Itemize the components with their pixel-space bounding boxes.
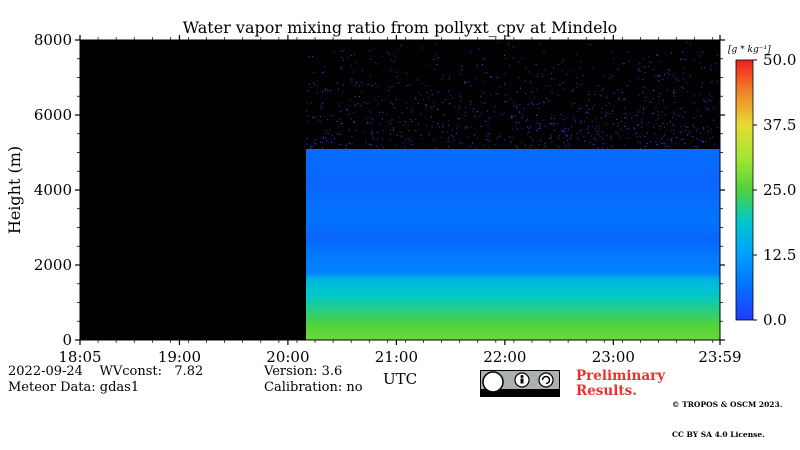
date-wvconst: 2022-09-24 WVconst: 7.82 bbox=[8, 364, 204, 379]
y-tick-label: 4000 bbox=[34, 181, 72, 199]
y-tick-label: 2000 bbox=[34, 256, 72, 274]
copyright: © TROPOS & OSCM 2023. CC BY SA 4.0 Licen… bbox=[672, 380, 782, 450]
noise-speckles bbox=[306, 41, 719, 150]
calibration: Calibration: no bbox=[264, 380, 363, 395]
colorbar-gradient bbox=[735, 59, 754, 321]
x-tick-label: 20:00 bbox=[266, 348, 309, 366]
copyright-line-1: © TROPOS & OSCM 2023. bbox=[672, 400, 783, 409]
copyright-line-2: CC BY SA 4.0 License. bbox=[672, 430, 765, 439]
y-axis: 0 2000 4000 6000 8000 bbox=[34, 31, 725, 349]
y-tick-label: 6000 bbox=[34, 106, 72, 124]
preliminary-notice: Preliminary Results. bbox=[576, 369, 665, 399]
preliminary-line-2: Results. bbox=[576, 383, 637, 399]
x-tick-label: 23:59 bbox=[698, 348, 741, 366]
x-axis-label: UTC bbox=[383, 370, 417, 388]
colorbar-tick-label: 0.0 bbox=[763, 311, 787, 329]
cc-license-icon bbox=[480, 370, 560, 397]
plot-area bbox=[79, 39, 721, 341]
colorbar-tick-label: 25.0 bbox=[763, 181, 796, 199]
y-axis-label: Height (m) bbox=[5, 146, 24, 234]
x-tick-label: 18:05 bbox=[58, 348, 101, 366]
chart: Water vapor mixing ratio from pollyxt_cp… bbox=[5, 18, 796, 388]
preliminary-line-1: Preliminary bbox=[576, 368, 666, 384]
chart-title: Water vapor mixing ratio from pollyxt_cp… bbox=[183, 18, 618, 37]
colorbar-tick-label: 37.5 bbox=[763, 116, 796, 134]
x-tick-label: 19:00 bbox=[158, 348, 201, 366]
colorbar: [g * kg⁻¹] 0.0 12.5 25.0 37.5 50.0 bbox=[728, 45, 796, 329]
colorbar-tick-label: 50.0 bbox=[763, 51, 796, 69]
version: Version: 3.6 bbox=[264, 364, 343, 379]
data-region bbox=[306, 40, 720, 340]
meteor-data: Meteor Data: gdas1 bbox=[8, 380, 140, 395]
y-tick-label: 8000 bbox=[34, 31, 72, 49]
x-tick-label: 22:00 bbox=[483, 348, 526, 366]
y-tick-label: 0 bbox=[62, 331, 72, 349]
colorbar-tick-label: 12.5 bbox=[763, 246, 796, 264]
colorbar-unit: [g * kg⁻¹] bbox=[728, 45, 771, 55]
x-tick-label: 23:00 bbox=[592, 348, 635, 366]
x-tick-label: 21:00 bbox=[375, 348, 418, 366]
colorbar-ticks: 0.0 12.5 25.0 37.5 50.0 bbox=[753, 51, 796, 329]
x-axis: 18:05 19:00 20:00 21:00 22:00 23:00 23:59 bbox=[58, 35, 742, 366]
